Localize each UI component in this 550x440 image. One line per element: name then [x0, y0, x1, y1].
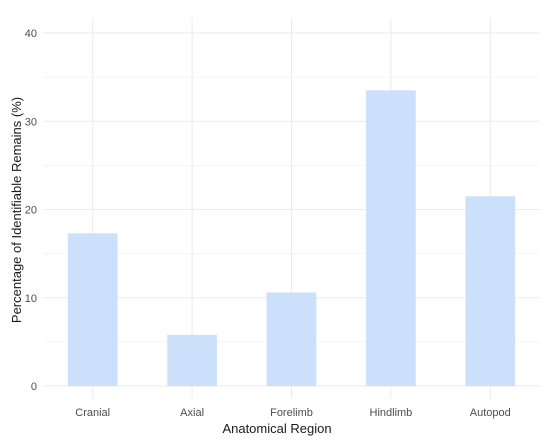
x-tick-label: Autopod	[470, 407, 511, 419]
y-tick-label: 10	[25, 293, 37, 305]
bars-group	[67, 90, 516, 387]
bar-cranial	[67, 233, 118, 386]
bar-hindlimb	[366, 90, 416, 387]
y-tick-label: 0	[31, 381, 37, 393]
y-axis-title: Percentage of Identifiable Remains (%)	[9, 97, 24, 323]
y-tick-label: 40	[25, 28, 37, 40]
y-tick-label: 30	[25, 116, 37, 128]
bar-forelimb	[266, 292, 317, 386]
x-tick-label: Cranial	[75, 407, 110, 419]
y-axis-ticks: 0 10 20 30 40	[25, 28, 37, 393]
y-tick-label: 20	[25, 205, 37, 217]
bar-autopod	[465, 196, 516, 386]
x-axis-title: Anatomical Region	[222, 421, 331, 436]
x-tick-label: Axial	[180, 407, 204, 419]
bar-axial	[167, 334, 217, 386]
x-tick-label: Forelimb	[270, 407, 313, 419]
x-tick-label: Hindlimb	[370, 407, 413, 419]
x-axis-ticks: Cranial Axial Forelimb Hindlimb Autopod	[75, 407, 511, 419]
